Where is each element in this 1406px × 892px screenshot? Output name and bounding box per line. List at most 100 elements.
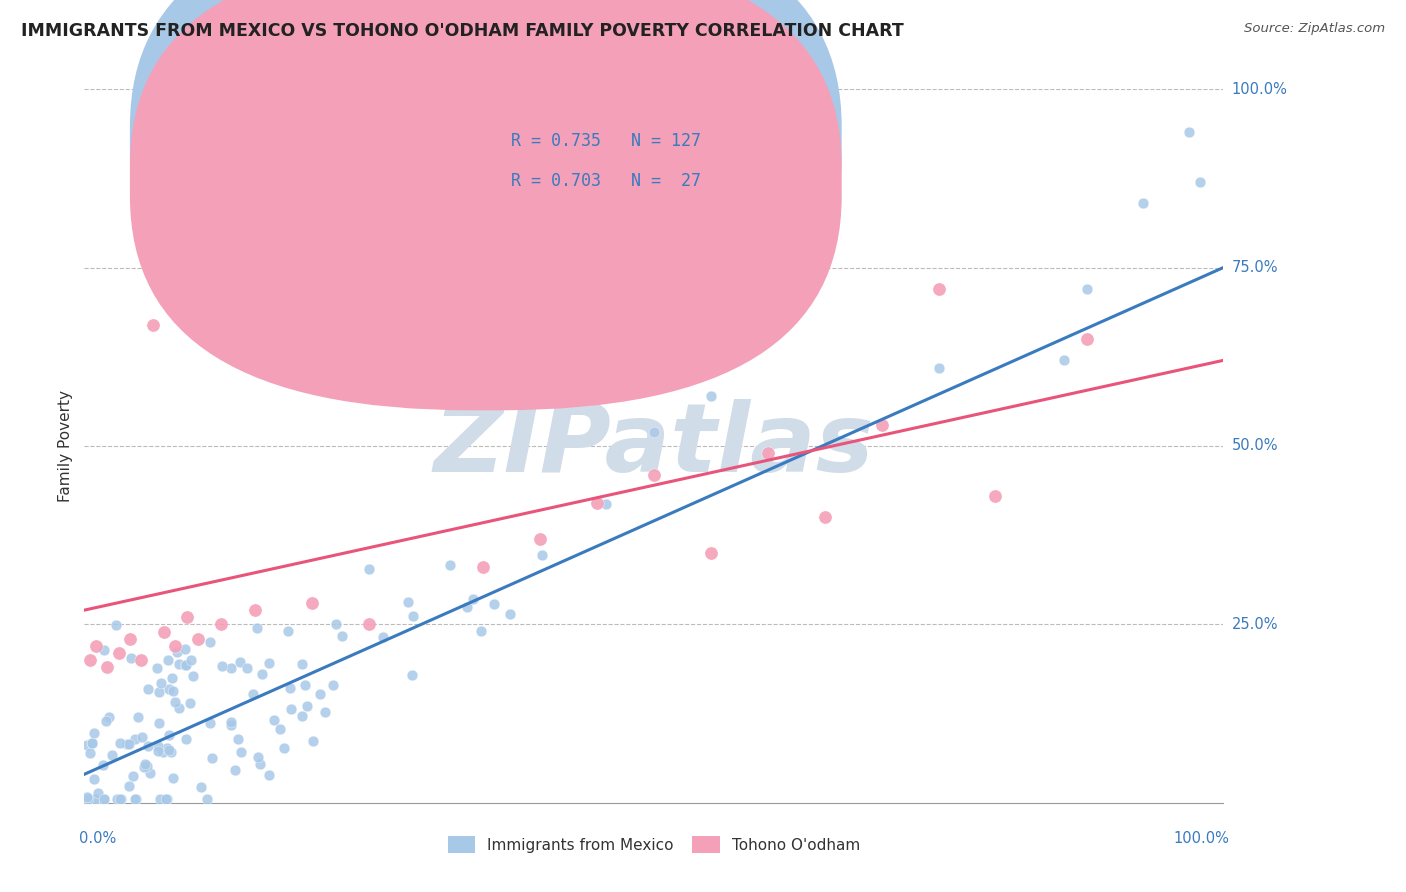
Point: [131, 730, 153, 744]
Point: [135, 759, 157, 773]
Point: [269, 722, 291, 736]
Point: [277, 624, 299, 639]
Point: [273, 741, 295, 756]
Point: [117, 737, 139, 751]
Point: [134, 756, 156, 771]
Point: [157, 728, 180, 742]
Point: [176, 610, 198, 624]
Point: [209, 617, 232, 632]
Point: [84, 792, 107, 806]
Point: [148, 716, 170, 731]
Text: Source: ZipAtlas.com: Source: ZipAtlas.com: [1244, 22, 1385, 36]
Point: [136, 739, 159, 753]
Y-axis label: Family Poverty: Family Poverty: [58, 390, 73, 502]
Point: [83, 726, 105, 740]
Point: [83, 792, 105, 806]
Point: [1132, 196, 1154, 211]
Point: [118, 632, 141, 646]
Point: [643, 467, 665, 482]
Point: [482, 597, 505, 611]
Text: 100.0%: 100.0%: [1232, 82, 1288, 96]
Point: [402, 609, 425, 624]
Point: [82, 736, 104, 750]
Point: [211, 658, 233, 673]
Point: [146, 744, 169, 758]
Point: [359, 562, 381, 576]
Point: [115, 737, 138, 751]
Point: [149, 675, 172, 690]
Text: 100.0%: 100.0%: [1173, 831, 1229, 847]
Point: [187, 632, 209, 646]
Point: [157, 653, 180, 667]
Point: [125, 792, 148, 806]
Point: [94, 714, 117, 728]
Point: [98, 710, 121, 724]
FancyBboxPatch shape: [129, 0, 842, 410]
Point: [456, 600, 478, 615]
Point: [162, 683, 184, 698]
FancyBboxPatch shape: [129, 0, 842, 371]
Point: [314, 705, 336, 719]
Point: [246, 621, 269, 635]
Point: [249, 757, 271, 772]
Point: [700, 546, 723, 560]
Point: [91, 758, 114, 772]
Point: [531, 548, 554, 562]
Text: 75.0%: 75.0%: [1232, 260, 1278, 275]
Point: [278, 681, 301, 695]
Point: [322, 678, 344, 692]
Point: [127, 710, 149, 724]
Point: [148, 685, 170, 699]
Point: [179, 696, 201, 710]
Point: [498, 607, 520, 622]
Point: [86, 786, 108, 800]
Point: [136, 682, 159, 697]
Point: [1178, 125, 1201, 139]
Point: [166, 645, 188, 659]
Point: [221, 718, 243, 732]
Text: 25.0%: 25.0%: [1232, 617, 1278, 632]
Text: IMMIGRANTS FROM MEXICO VS TOHONO O'ODHAM FAMILY POVERTY CORRELATION CHART: IMMIGRANTS FROM MEXICO VS TOHONO O'ODHAM…: [21, 22, 904, 40]
Point: [122, 769, 145, 783]
Point: [155, 741, 177, 756]
Point: [245, 603, 267, 617]
Point: [308, 687, 330, 701]
Point: [160, 672, 183, 686]
Point: [294, 678, 316, 692]
Point: [236, 661, 259, 675]
Point: [165, 639, 187, 653]
Point: [157, 743, 180, 757]
Point: [100, 748, 122, 763]
Point: [1189, 175, 1212, 189]
Point: [169, 700, 191, 714]
Point: [371, 630, 394, 644]
Point: [280, 702, 302, 716]
Point: [153, 624, 176, 639]
Point: [461, 591, 484, 606]
Point: [105, 792, 128, 806]
Point: [165, 695, 187, 709]
Point: [586, 496, 609, 510]
Point: [155, 792, 177, 806]
Point: [928, 360, 950, 375]
Point: [132, 759, 155, 773]
Point: [142, 318, 165, 332]
Point: [224, 763, 246, 777]
Point: [124, 792, 146, 806]
Point: [190, 780, 212, 795]
Point: [439, 558, 461, 573]
Point: [120, 651, 142, 665]
Point: [928, 282, 950, 296]
Point: [201, 751, 224, 765]
Point: [1053, 353, 1076, 368]
Point: [76, 739, 98, 753]
Point: [107, 646, 129, 660]
Point: [231, 745, 253, 759]
Point: [870, 417, 893, 432]
Point: [470, 624, 492, 639]
Point: [84, 639, 107, 653]
FancyBboxPatch shape: [454, 114, 751, 214]
Point: [76, 792, 98, 806]
Point: [229, 655, 252, 669]
Point: [96, 660, 118, 674]
